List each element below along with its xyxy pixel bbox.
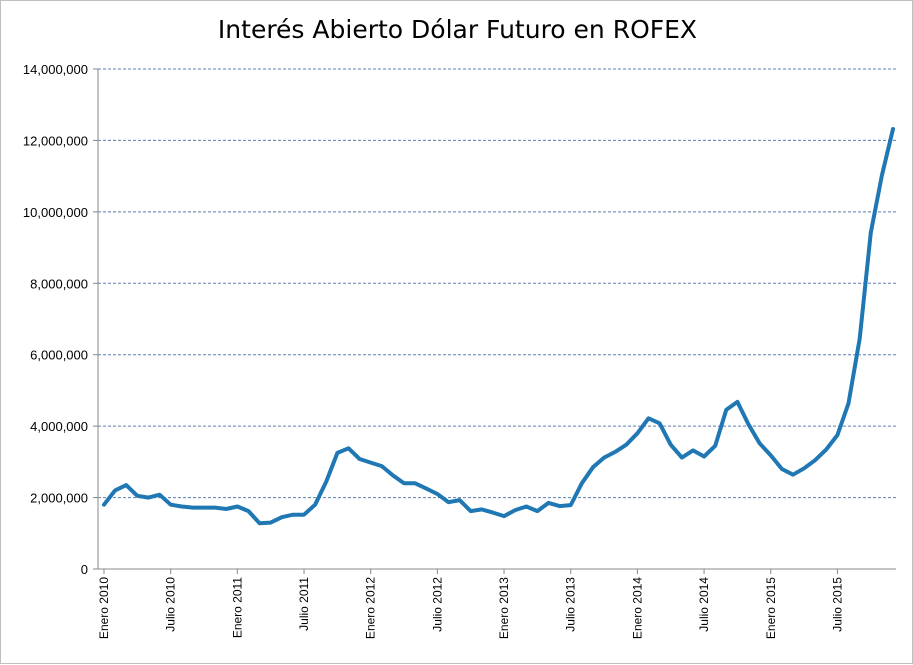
y-tick-label: 10,000,000 [23,205,88,220]
y-tick-label: 6,000,000 [30,348,88,363]
x-tick-label: Enero 2015 [764,577,778,639]
x-tick-label: Enero 2014 [630,577,644,639]
series-line [102,127,895,526]
x-tick-label: Julio 2012 [430,577,444,632]
x-tick-label: Julio 2015 [830,577,844,632]
chart-title: Interés Abierto Dólar Futuro en ROFEX [217,15,698,44]
y-tick-label: 14,000,000 [23,62,88,77]
x-tick-label: Enero 2010 [97,577,111,639]
x-tick-label: Enero 2013 [497,577,511,639]
x-tick-label: Julio 2014 [697,577,711,632]
y-tick-label: 0 [81,562,88,577]
x-tick-label: Enero 2011 [230,577,244,638]
y-tick-label: 12,000,000 [23,133,88,148]
x-tick-label: Enero 2012 [364,577,378,639]
y-tick-label: 8,000,000 [30,276,88,291]
y-tick-label: 4,000,000 [30,419,88,434]
x-tick-label: Julio 2011 [297,577,311,631]
y-tick-label: 2,000,000 [30,491,88,506]
x-tick-label: Julio 2010 [164,577,178,632]
x-tick-label: Julio 2013 [564,577,578,632]
